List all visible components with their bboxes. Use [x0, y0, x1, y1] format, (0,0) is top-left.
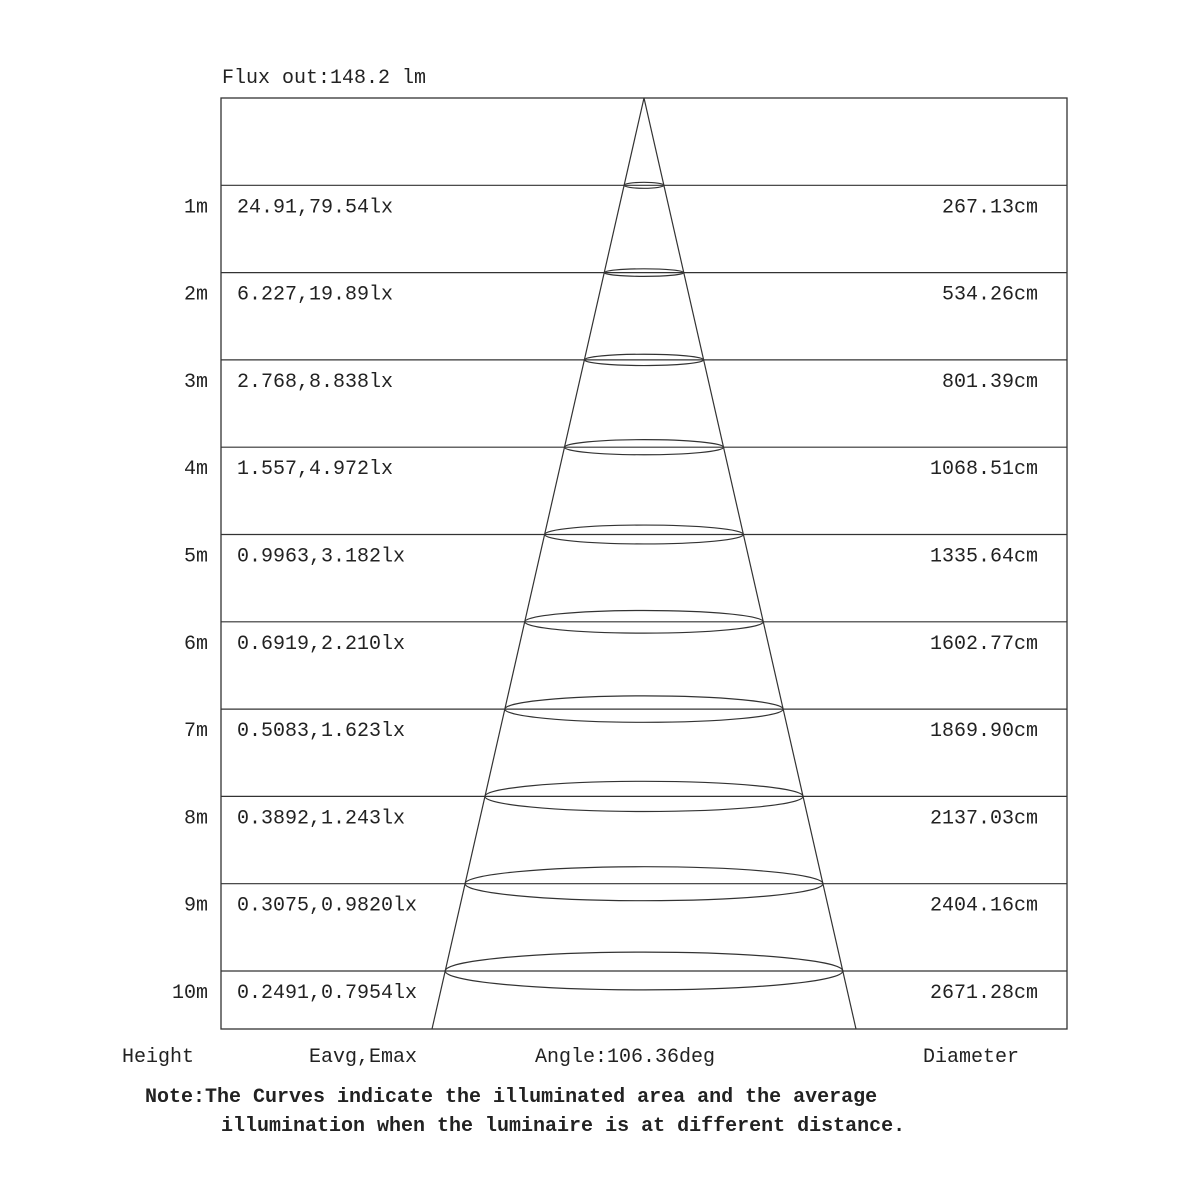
- row-diameter: 2671.28cm: [930, 982, 1038, 1005]
- row-diameter: 2137.03cm: [930, 807, 1038, 830]
- row-diameter: 801.39cm: [942, 371, 1038, 394]
- row-diameter: 267.13cm: [942, 196, 1038, 219]
- beam-ellipse: [563, 439, 725, 456]
- beam-cone: [431, 97, 857, 1030]
- row-illuminance: 0.9963,3.182lx: [237, 546, 405, 569]
- row-height: 9m: [184, 895, 208, 918]
- beam-ellipse: [484, 780, 804, 813]
- beam-ellipse: [603, 268, 685, 277]
- row-height: 8m: [184, 807, 208, 830]
- row-illuminance: 0.3892,1.243lx: [237, 807, 405, 830]
- row-height: 1m: [184, 196, 208, 219]
- illuminance-column-label: Eavg,Emax: [309, 1046, 417, 1069]
- beam-ellipse: [583, 353, 705, 367]
- row-illuminance: 6.227,19.89lx: [237, 284, 393, 307]
- beam-ellipse: [524, 609, 764, 634]
- beam-angle-label: Angle:106.36deg: [535, 1046, 715, 1069]
- row-diameter: 2404.16cm: [930, 895, 1038, 918]
- cone-right-edge: [643, 97, 857, 1030]
- row-illuminance: 2.768,8.838lx: [237, 371, 393, 394]
- row-height: 7m: [184, 720, 208, 743]
- row-diameter: 534.26cm: [942, 284, 1038, 307]
- note-line-1: Note:The Curves indicate the illuminated…: [145, 1086, 877, 1109]
- beam-ellipse: [444, 951, 844, 991]
- beam-ellipse: [544, 524, 744, 545]
- row-diameter: 1335.64cm: [930, 546, 1038, 569]
- note-line-2: illumination when the luminaire is at di…: [221, 1115, 905, 1138]
- distance-rows: [221, 184, 1067, 972]
- beam-ellipse: [623, 181, 665, 189]
- row-illuminance: 24.91,79.54lx: [237, 196, 393, 219]
- row-height: 6m: [184, 633, 208, 656]
- row-height: 3m: [184, 371, 208, 394]
- diameter-column-label: Diameter: [923, 1046, 1019, 1069]
- height-column-label: Height: [122, 1046, 194, 1069]
- row-labels: 1m 24.91,79.54lx 267.13cm 2m 6.227,19.89lx 53…: [172, 193, 1038, 1008]
- cone-left-edge: [431, 97, 645, 1030]
- row-diameter: 1869.90cm: [930, 720, 1038, 743]
- row-height: 2m: [184, 284, 208, 307]
- row-illuminance: 0.2491,0.7954lx: [237, 982, 417, 1005]
- flux-out-label: Flux out:148.2 lm: [222, 67, 426, 90]
- beam-ellipse: [464, 866, 824, 902]
- row-height: 4m: [184, 458, 208, 481]
- row-illuminance: 0.6919,2.210lx: [237, 633, 405, 656]
- row-height: 10m: [172, 982, 208, 1005]
- row-illuminance: 1.557,4.972lx: [237, 458, 393, 481]
- beam-ellipse: [504, 695, 784, 723]
- row-height: 5m: [184, 546, 208, 569]
- row-diameter: 1068.51cm: [930, 458, 1038, 481]
- row-illuminance: 0.3075,0.9820lx: [237, 895, 417, 918]
- row-illuminance: 0.5083,1.623lx: [237, 720, 405, 743]
- row-diameter: 1602.77cm: [930, 633, 1038, 656]
